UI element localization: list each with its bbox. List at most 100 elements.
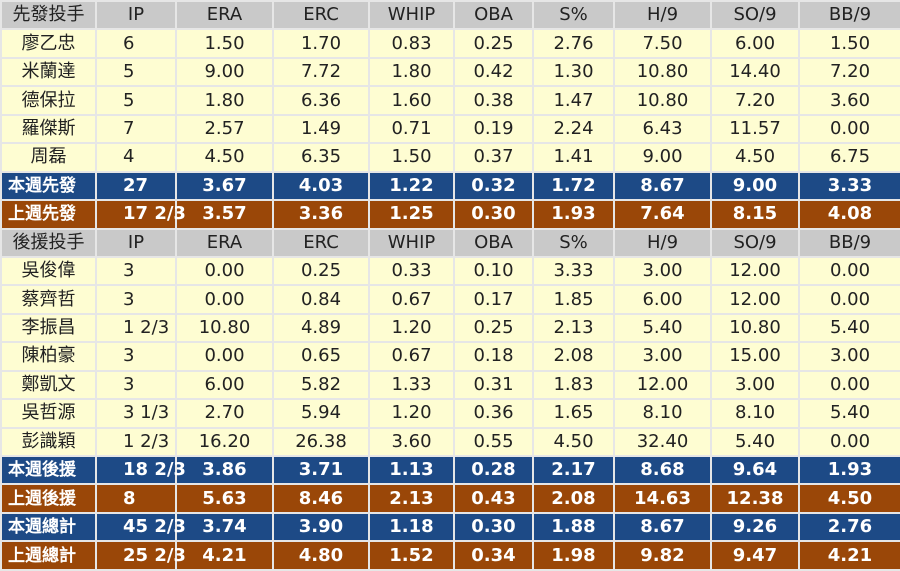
cell-era: 16.20 [175,426,274,458]
cell-ip: 8 [95,483,177,514]
cell-era: 3.57 [175,199,274,230]
cell-era: 4.50 [175,142,274,173]
column-header-whip: WHIP [368,0,455,31]
column-header-ip: IP [95,0,177,31]
cell-era: 1.80 [175,85,274,116]
cell-erc: 3.90 [272,511,370,543]
cell-s-pct: 1.98 [532,540,615,571]
cell-ip: 6 [95,28,177,59]
cell-s-pct: 1.41 [532,142,615,173]
cell-h9: 5.40 [613,312,712,344]
cell-name: 本週總計 [0,511,97,543]
cell-bb9: 5.40 [798,312,900,344]
player-row: 吳俊偉 3 0.00 0.25 0.33 0.10 3.33 3.00 12.00 0.00 [0,255,900,287]
cell-era: 4.21 [175,540,274,571]
cell-so9: 6.00 [710,28,800,59]
cell-h9: 8.10 [613,398,712,429]
column-header-so9: SO/9 [710,227,800,258]
column-header-h9: H/9 [613,0,712,31]
column-header-bb9: BB/9 [798,0,900,31]
cell-s-pct: 1.83 [532,369,615,401]
cell-oba: 0.42 [453,56,534,88]
player-row: 廖乙忠 6 1.50 1.70 0.83 0.25 2.76 7.50 6.00 1.50 [0,28,900,59]
column-header-ip: IP [95,227,177,258]
cell-so9: 8.10 [710,398,800,429]
cell-s-pct: 1.65 [532,398,615,429]
cell-name: 上週總計 [0,540,97,571]
cell-s-pct: 2.17 [532,454,615,486]
cell-oba: 0.43 [453,483,534,514]
cell-so9: 12.38 [710,483,800,514]
cell-bb9: 1.50 [798,28,900,59]
cell-h9: 3.00 [613,341,712,372]
cell-bb9: 4.08 [798,199,900,230]
cell-so9: 15.00 [710,341,800,372]
cell-s-pct: 2.24 [532,113,615,145]
cell-bb9: 2.76 [798,511,900,543]
cell-oba: 0.36 [453,398,534,429]
cell-era: 0.00 [175,255,274,287]
cell-so9: 9.47 [710,540,800,571]
cell-ip: 5 [95,85,177,116]
cell-s-pct: 2.76 [532,28,615,59]
cell-era: 9.00 [175,56,274,88]
cell-whip: 1.80 [368,56,455,88]
player-row: 陳柏豪 3 0.00 0.65 0.67 0.18 2.08 3.00 15.00 3.00 [0,341,900,372]
cell-so9: 10.80 [710,312,800,344]
cell-h9: 12.00 [613,369,712,401]
cell-whip: 2.13 [368,483,455,514]
cell-ip: 18 2/3 [95,454,186,486]
cell-whip: 1.20 [368,312,455,344]
cell-era: 10.80 [175,312,274,344]
player-row: 米蘭達 5 9.00 7.72 1.80 0.42 1.30 10.80 14.40 7.20 [0,56,900,88]
player-row: 鄭凱文 3 6.00 5.82 1.33 0.31 1.83 12.00 3.00 0.00 [0,369,900,401]
cell-name: 李振昌 [0,312,97,344]
cell-ip: 3 [95,341,177,372]
cell-name: 羅傑斯 [0,113,97,145]
cell-so9: 5.40 [710,426,800,458]
column-header-s-pct: S% [532,227,615,258]
cell-h9: 32.40 [613,426,712,458]
cell-ip: 3 [95,284,177,315]
cell-oba: 0.30 [453,199,534,230]
cell-whip: 0.83 [368,28,455,59]
column-header-h9: H/9 [613,227,712,258]
cell-oba: 0.18 [453,341,534,372]
cell-whip: 0.33 [368,255,455,287]
column-header-bb9: BB/9 [798,227,900,258]
cell-so9: 8.15 [710,199,800,230]
cell-so9: 12.00 [710,255,800,287]
player-row: 周磊 4 4.50 6.35 1.50 0.37 1.41 9.00 4.50 6.75 [0,142,900,173]
cell-s-pct: 1.93 [532,199,615,230]
cell-erc: 1.49 [272,113,370,145]
cell-erc: 0.65 [272,341,370,372]
cell-era: 1.50 [175,28,274,59]
cell-name: 廖乙忠 [0,28,97,59]
column-header-s-pct: S% [532,0,615,31]
cell-era: 0.00 [175,341,274,372]
cell-so9: 9.00 [710,170,800,202]
player-row: 彭識穎 1 2/3 16.20 26.38 3.60 0.55 4.50 32.40 5.40 0… [0,426,900,458]
cell-oba: 0.30 [453,511,534,543]
cell-name: 陳柏豪 [0,341,97,372]
cell-name: 德保拉 [0,85,97,116]
cell-bb9: 3.33 [798,170,900,202]
cell-name: 周磊 [0,142,97,173]
cell-bb9: 4.50 [798,483,900,514]
cell-whip: 1.50 [368,142,455,173]
cell-bb9: 0.00 [798,255,900,287]
this-week-summary-row: 本週後援 18 2/3 3.86 3.71 1.13 0.28 2.17 8.68 9.64 1.… [0,454,900,486]
column-header-era: ERA [175,227,274,258]
cell-ip: 3 [95,255,177,287]
column-header-so9: SO/9 [710,0,800,31]
cell-ip: 3 [95,369,177,401]
cell-so9: 7.20 [710,85,800,116]
player-row: 蔡齊哲 3 0.00 0.84 0.67 0.17 1.85 6.00 12.00 0.00 [0,284,900,315]
cell-so9: 12.00 [710,284,800,315]
cell-s-pct: 1.72 [532,170,615,202]
cell-s-pct: 1.85 [532,284,615,315]
cell-era: 3.86 [175,454,274,486]
cell-s-pct: 2.08 [532,483,615,514]
cell-whip: 1.52 [368,540,455,571]
column-header-oba: OBA [453,227,534,258]
